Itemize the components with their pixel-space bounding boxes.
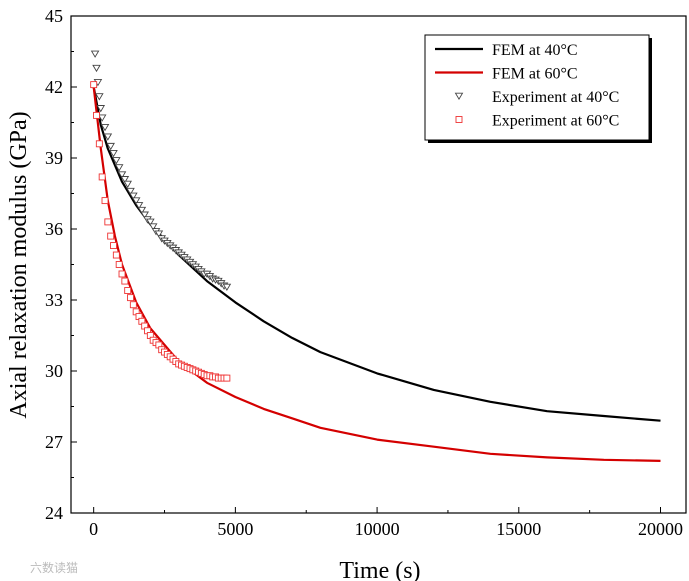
data-point — [120, 176, 130, 184]
data-point — [129, 301, 137, 309]
x-tick-label: 15000 — [496, 519, 541, 539]
legend-label: FEM at 40°C — [492, 42, 578, 59]
data-point — [126, 187, 135, 196]
data-point — [112, 251, 120, 259]
x-tick-label: 5000 — [217, 519, 253, 539]
data-point — [106, 142, 115, 151]
data-point — [140, 211, 149, 219]
data-point — [123, 180, 132, 189]
data-point — [137, 206, 147, 215]
y-tick-label: 30 — [45, 361, 63, 381]
data-point — [103, 133, 113, 141]
y-tick-label: 27 — [45, 432, 63, 452]
data-point — [223, 374, 231, 382]
axis-ticks — [71, 15, 661, 514]
data-point — [100, 123, 110, 132]
data-point — [118, 270, 126, 278]
data-point — [95, 140, 103, 148]
watermark: 六数读猫 — [30, 560, 78, 575]
data-point — [96, 105, 106, 113]
x-tick-label: 10000 — [355, 519, 400, 539]
y-tick-label: 45 — [45, 6, 63, 26]
y-tick-label: 24 — [45, 503, 63, 523]
legend-swatch — [454, 92, 464, 101]
data-point — [95, 93, 104, 101]
data-point — [97, 114, 107, 122]
data-point — [101, 197, 109, 205]
y-tick-label: 39 — [45, 148, 63, 168]
data-point — [90, 50, 100, 58]
axis-tick-labels: 0 5000 10000 15000 20000 24 27 30 33 36 39 42 45 — [45, 6, 683, 539]
legend: FEM at 40°C FEM at 60°C Experiment at 40°C… — [424, 34, 652, 143]
data-point — [222, 283, 232, 292]
data-point — [109, 150, 118, 158]
data-point — [98, 173, 106, 181]
data-point — [154, 230, 164, 238]
data-point — [92, 64, 101, 73]
y-tick-label: 36 — [45, 219, 63, 239]
data-point — [117, 171, 127, 179]
series-line — [92, 86, 661, 422]
data-point — [146, 218, 155, 226]
data-point — [134, 202, 144, 210]
y-tick-label: 33 — [45, 290, 63, 310]
data-point — [129, 192, 138, 200]
data-point — [110, 242, 117, 250]
data-point — [104, 218, 112, 226]
data-point — [93, 111, 100, 119]
y-tick-label: 42 — [45, 77, 63, 97]
data-point — [127, 294, 134, 302]
series-line — [92, 86, 661, 462]
series-layer — [90, 50, 661, 462]
x-tick-label: 0 — [89, 519, 98, 539]
data-point — [114, 164, 124, 172]
legend-label: Experiment at 60°C — [492, 113, 619, 130]
data-point — [124, 287, 132, 294]
legend-swatch — [455, 116, 463, 123]
data-point — [148, 223, 158, 231]
data-point — [90, 81, 98, 89]
data-point — [107, 232, 115, 240]
x-tick-label: 20000 — [638, 519, 683, 539]
x-axis-title: Time (s) — [339, 558, 420, 581]
data-point — [121, 277, 129, 285]
data-point — [131, 197, 141, 205]
data-point — [115, 261, 123, 268]
legend-label: Experiment at 40°C — [492, 89, 619, 106]
y-axis-title: Axial relaxation modulus (GPa) — [6, 111, 32, 418]
legend-label: FEM at 60°C — [492, 66, 578, 83]
data-point — [112, 157, 121, 165]
